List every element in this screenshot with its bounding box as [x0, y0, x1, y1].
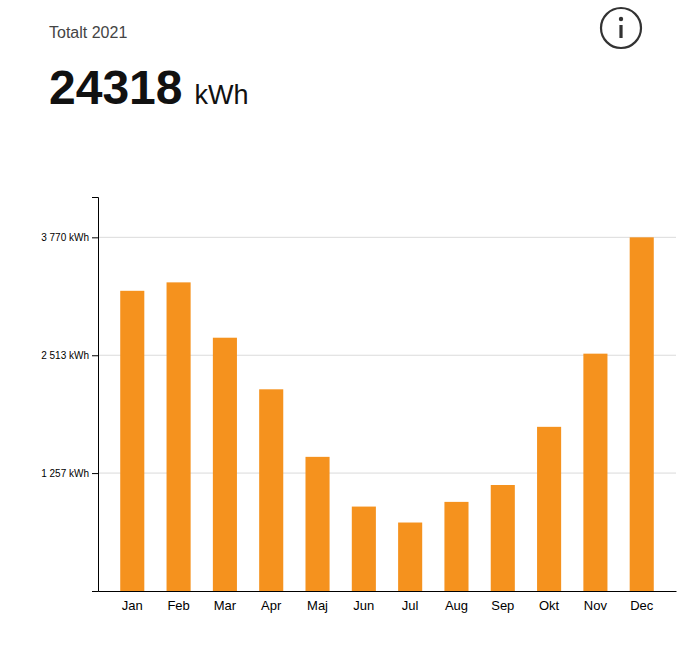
- x-tick-label: Jun: [353, 598, 374, 613]
- x-tick: Nov: [584, 598, 608, 613]
- bar: [630, 237, 654, 591]
- bar: [583, 354, 607, 591]
- x-tick-label: Dec: [630, 598, 654, 613]
- y-tick-mark: [92, 237, 98, 238]
- y-tick-mark: [92, 355, 98, 356]
- y-tick: 3 770 kWh: [41, 232, 98, 243]
- x-tick: Okt: [539, 598, 560, 613]
- x-tick: Maj: [307, 598, 328, 613]
- bar: [444, 502, 468, 591]
- info-icon: [601, 8, 641, 48]
- y-tick-label: 1 257 kWh: [41, 468, 89, 479]
- x-tick: Aug: [445, 598, 468, 613]
- x-tick-label: Apr: [261, 598, 282, 613]
- x-tick: Dec: [630, 598, 654, 613]
- x-tick-label: Aug: [445, 598, 468, 613]
- plot: 1 257 kWh 2 513 kWh 3 770 kWh Jan Feb Mar Apr M…: [41, 198, 676, 614]
- total-value: 24318: [49, 61, 182, 114]
- x-tick: Sep: [491, 598, 514, 613]
- bars: [120, 237, 654, 591]
- info-icon-dot: [619, 17, 623, 21]
- y-tick-label: 2 513 kWh: [41, 350, 89, 361]
- x-tick: Mar: [214, 598, 237, 613]
- x-tick-label: Jan: [122, 598, 143, 613]
- x-tick-label: Sep: [491, 598, 514, 613]
- y-axis: 1 257 kWh 2 513 kWh 3 770 kWh: [41, 198, 98, 592]
- bar: [259, 389, 283, 591]
- chart: Totalt 2021 24318 kWh 1 257 kWh 2 513 kWh 3 7…: [0, 0, 700, 657]
- x-tick: Jan: [122, 598, 143, 613]
- x-tick: Apr: [261, 598, 282, 613]
- bar: [537, 427, 561, 591]
- y-axis-line: [92, 198, 99, 592]
- bar: [352, 507, 376, 591]
- y-tick-mark: [92, 473, 98, 474]
- y-tick: 2 513 kWh: [41, 350, 98, 361]
- title: Totalt 2021: [49, 24, 127, 41]
- bar: [167, 282, 191, 591]
- x-tick-label: Maj: [307, 598, 328, 613]
- y-tick-label: 3 770 kWh: [41, 232, 89, 243]
- x-tick: Jul: [402, 598, 419, 613]
- x-tick: Feb: [167, 598, 189, 613]
- x-axis: Jan Feb Mar Apr Maj Jun Jul Aug Sep Okt Nov Dec: [99, 592, 677, 614]
- total-unit: kWh: [194, 80, 248, 110]
- info-icon-circle: [601, 8, 641, 48]
- bar: [398, 523, 422, 591]
- x-tick-label: Feb: [167, 598, 189, 613]
- x-tick: Jun: [353, 598, 374, 613]
- x-tick-label: Mar: [214, 598, 237, 613]
- bar: [305, 457, 329, 591]
- bar: [120, 291, 144, 591]
- x-axis-line: [99, 591, 677, 592]
- bar: [491, 485, 515, 591]
- info-icon-stem: [619, 25, 622, 38]
- x-tick-label: Nov: [584, 598, 608, 613]
- x-tick-label: Okt: [539, 598, 560, 613]
- bar: [213, 338, 237, 591]
- x-tick-label: Jul: [402, 598, 419, 613]
- y-tick: 1 257 kWh: [41, 468, 98, 479]
- grid-line: [98, 237, 676, 238]
- header: Totalt 2021 24318 kWh: [49, 24, 248, 114]
